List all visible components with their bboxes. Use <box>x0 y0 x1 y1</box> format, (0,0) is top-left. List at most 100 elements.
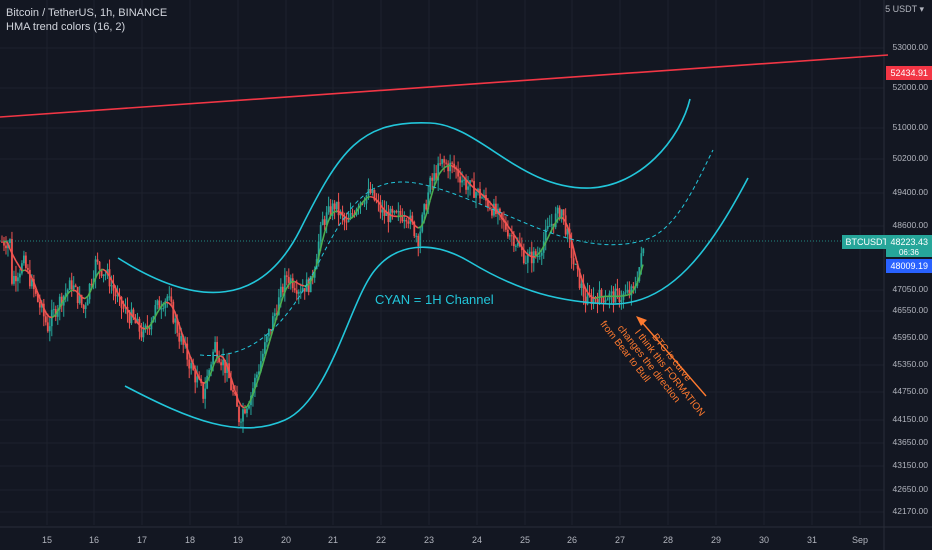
hma-segment <box>258 366 263 378</box>
hma-segment <box>519 243 524 250</box>
hma-segment <box>378 202 383 208</box>
candle-body <box>214 342 217 352</box>
candle-body <box>558 207 561 219</box>
hma-segment <box>591 296 596 300</box>
hma-segment <box>594 296 599 300</box>
candle-body <box>395 211 398 213</box>
candle-body <box>564 215 567 235</box>
hma-segment <box>204 379 209 384</box>
candle-body <box>100 269 103 276</box>
candle-body <box>58 296 61 310</box>
candle-body <box>419 231 422 247</box>
time-tick-label: Sep <box>851 535 869 545</box>
candle-body <box>349 213 352 219</box>
candle-body <box>78 295 81 303</box>
candle-body <box>36 293 39 303</box>
candle-body <box>522 250 525 264</box>
candle-body <box>578 268 581 288</box>
time-tick-label: 27 <box>614 535 626 545</box>
candle-body <box>220 362 222 366</box>
candle-body <box>620 300 623 302</box>
candle-body <box>510 235 513 237</box>
candle-body <box>242 409 244 422</box>
candle-body <box>371 189 374 193</box>
hma-segment <box>405 215 410 219</box>
hma-segment <box>495 209 500 215</box>
hma-segment <box>333 210 338 213</box>
candle-body <box>600 289 603 297</box>
candle-body <box>417 235 420 247</box>
candle-body <box>84 305 87 310</box>
candle-body <box>262 353 264 362</box>
candle-body <box>265 336 268 343</box>
hma-segment <box>237 399 242 406</box>
candle-body <box>279 286 282 298</box>
time-tick-label: 17 <box>136 535 148 545</box>
candle-body <box>580 283 583 288</box>
candle-body <box>150 321 153 330</box>
hma-segment <box>243 405 248 409</box>
hma-segment <box>561 216 566 222</box>
candle-body <box>556 207 559 214</box>
candle-body <box>528 251 531 255</box>
hma-segment <box>192 363 197 372</box>
candle-body <box>383 209 386 216</box>
candle-body <box>407 221 410 224</box>
candle-body <box>140 331 143 338</box>
candle-body <box>429 177 432 193</box>
candle-body <box>164 300 167 309</box>
candle-body <box>550 223 553 226</box>
currency-selector[interactable]: 5 USDT ▾ <box>885 4 924 14</box>
candle-body <box>287 276 290 283</box>
candle-body <box>471 180 473 182</box>
candle-body <box>546 225 549 229</box>
hma-segment <box>126 308 131 314</box>
candle-body <box>216 342 218 358</box>
candle-body <box>379 202 382 213</box>
last-price-tag: 48223.43 <box>886 235 932 249</box>
candle-body <box>206 375 209 389</box>
candle-body <box>180 336 183 342</box>
candle-body <box>592 296 595 305</box>
chart-legend: Bitcoin / TetherUS, 1h, BINANCE HMA tren… <box>6 6 167 34</box>
candle-body <box>443 159 446 163</box>
candle-body <box>144 325 147 329</box>
candle-body <box>574 263 577 265</box>
candle-body <box>508 235 511 237</box>
hma-segment <box>627 292 632 296</box>
candle-body <box>76 286 79 303</box>
candle-body <box>457 169 459 177</box>
hma-segment <box>273 315 278 327</box>
candle-body <box>369 188 372 193</box>
channel-middle <box>199 149 714 357</box>
candle-body <box>487 200 489 208</box>
hma-segment <box>285 283 290 290</box>
hma-segment <box>450 164 455 168</box>
hma-segment <box>315 255 320 268</box>
candle-body <box>70 280 73 290</box>
hma-segment <box>183 339 188 349</box>
candle-body <box>136 318 139 324</box>
candle-body <box>319 225 322 242</box>
candle-body <box>130 309 133 324</box>
hma-segment <box>255 376 260 387</box>
hma-segment <box>630 289 635 294</box>
hma-segment <box>216 355 221 359</box>
hma-segment <box>597 296 602 299</box>
candle-body <box>524 262 527 264</box>
hma-segment <box>24 269 29 273</box>
hma-segment <box>240 404 245 409</box>
candle-body <box>122 307 125 309</box>
candle-body <box>491 209 493 216</box>
candle-body <box>66 289 69 293</box>
hma-price-tag: 48009.19 <box>886 259 932 273</box>
hma-segment <box>90 281 95 291</box>
channel-upper <box>117 98 691 294</box>
candle-body <box>80 295 83 305</box>
candle-body <box>628 289 631 296</box>
hma-segment <box>159 303 164 309</box>
candle-body <box>190 363 193 369</box>
candle-body <box>222 359 224 366</box>
candle-body <box>271 316 274 331</box>
